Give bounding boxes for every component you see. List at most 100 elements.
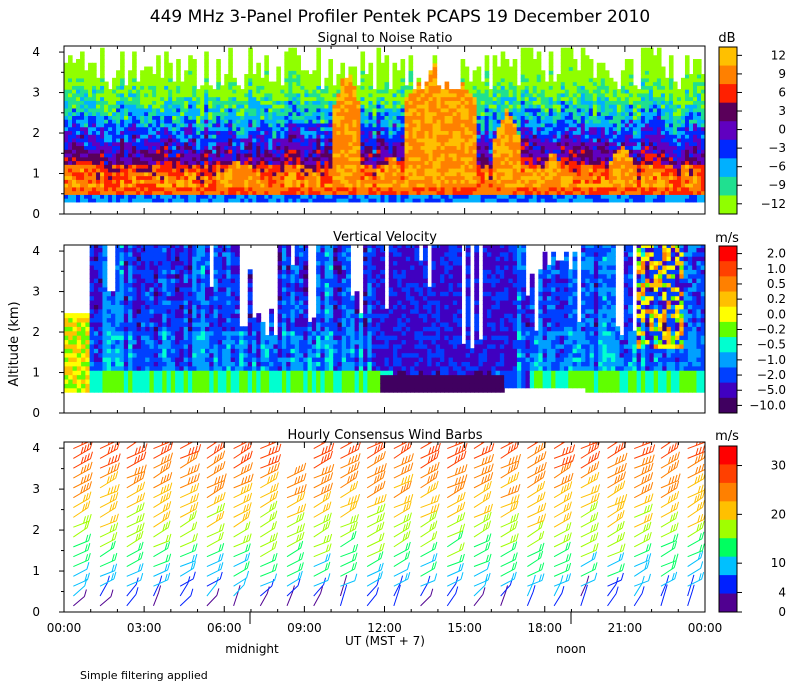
snr-cell bbox=[624, 92, 630, 98]
snr-cell bbox=[496, 149, 502, 154]
snr-cell bbox=[580, 190, 586, 195]
snr-cell bbox=[608, 194, 614, 199]
snr-cell bbox=[144, 141, 149, 147]
snr-cell bbox=[516, 190, 522, 195]
snr-cell bbox=[428, 126, 434, 132]
snr-cell bbox=[624, 126, 630, 132]
snr-cell bbox=[452, 186, 458, 192]
snr-cell bbox=[360, 115, 366, 120]
snr-cell bbox=[568, 47, 574, 53]
snr-cell bbox=[264, 156, 269, 162]
snr-cell bbox=[288, 179, 293, 184]
snr-cell bbox=[524, 104, 530, 109]
snr-cell bbox=[292, 59, 297, 64]
snr-cell bbox=[256, 183, 261, 188]
snr-cell bbox=[164, 96, 169, 101]
snr-cell bbox=[64, 164, 69, 169]
snr-cell bbox=[88, 156, 93, 162]
snr-cell bbox=[436, 198, 442, 203]
snr-cell bbox=[468, 126, 474, 132]
snr-cell bbox=[104, 92, 109, 98]
snr-cell bbox=[580, 130, 586, 135]
snr-cell bbox=[236, 126, 241, 132]
snr-cell bbox=[68, 171, 73, 177]
snr-cell bbox=[72, 137, 77, 143]
snr-cell bbox=[504, 100, 510, 105]
snr-cell bbox=[588, 96, 594, 101]
snr-cell bbox=[252, 81, 257, 86]
snr-cell bbox=[272, 175, 277, 180]
snr-cell bbox=[524, 194, 530, 199]
snr-cell bbox=[176, 81, 181, 86]
snr-cell bbox=[296, 175, 301, 180]
snr-cell bbox=[216, 171, 221, 177]
snr-cell bbox=[508, 77, 514, 83]
snr-cell bbox=[560, 89, 566, 94]
snr-cell bbox=[428, 141, 434, 147]
snr-cell bbox=[560, 62, 566, 68]
snr-cell bbox=[260, 134, 265, 139]
snr-cell bbox=[296, 152, 301, 158]
snr-cell bbox=[492, 119, 498, 124]
snr-cell bbox=[608, 92, 614, 98]
snr-cell bbox=[148, 198, 153, 203]
snr-cell bbox=[500, 104, 506, 109]
snr-cell bbox=[408, 59, 414, 64]
snr-cell bbox=[312, 152, 317, 158]
snr-cell bbox=[124, 104, 129, 109]
snr-cell bbox=[480, 183, 486, 188]
snr-cell bbox=[236, 156, 241, 162]
snr-cell bbox=[120, 186, 125, 192]
snr-cell bbox=[480, 107, 486, 113]
snr-cell bbox=[188, 92, 193, 98]
snr-cell bbox=[516, 100, 522, 105]
snr-cell bbox=[416, 149, 422, 154]
snr-cell bbox=[536, 152, 542, 158]
snr-cell bbox=[64, 107, 69, 113]
snr-cell bbox=[168, 194, 173, 199]
snr-cell bbox=[464, 74, 470, 79]
snr-cell bbox=[320, 119, 326, 124]
snr-cell bbox=[564, 171, 570, 177]
snr-cell bbox=[584, 149, 590, 154]
snr-cell bbox=[432, 156, 438, 162]
snr-cell bbox=[188, 141, 193, 147]
snr-cell bbox=[264, 160, 269, 165]
snr-cell bbox=[608, 145, 614, 150]
snr-cell bbox=[196, 160, 201, 165]
snr-cell bbox=[344, 85, 350, 90]
snr-cell bbox=[292, 160, 297, 165]
snr-cell bbox=[124, 130, 129, 135]
snr-cell bbox=[528, 134, 534, 139]
snr-cell bbox=[496, 70, 502, 75]
snr-cell bbox=[368, 164, 374, 169]
snr-cell bbox=[152, 149, 157, 154]
snr-cell bbox=[84, 122, 89, 128]
snr-cell bbox=[612, 190, 618, 195]
snr-cell bbox=[576, 107, 582, 113]
snr-cell bbox=[124, 145, 129, 150]
snr-cell bbox=[336, 100, 342, 105]
snr-cell bbox=[100, 59, 105, 64]
snr-cell bbox=[248, 122, 253, 128]
snr-cell bbox=[460, 122, 466, 128]
snr-cell bbox=[308, 164, 313, 169]
snr-cell bbox=[500, 115, 506, 120]
snr-cell bbox=[524, 51, 530, 56]
snr-cell bbox=[132, 119, 137, 124]
snr-cell bbox=[288, 134, 293, 139]
snr-cell bbox=[380, 175, 386, 180]
snr-cell bbox=[532, 183, 538, 188]
snr-cell bbox=[176, 92, 181, 98]
snr-cell bbox=[268, 119, 273, 124]
snr-cell bbox=[436, 175, 442, 180]
snr-cell bbox=[588, 137, 594, 143]
snr-cell bbox=[528, 190, 534, 195]
snr-cell bbox=[192, 122, 197, 128]
snr-cell bbox=[544, 198, 550, 203]
snr-cell bbox=[304, 107, 309, 113]
snr-cell bbox=[188, 168, 193, 173]
snr-cell bbox=[520, 145, 526, 150]
snr-cell bbox=[492, 164, 498, 169]
snr-cell bbox=[324, 85, 330, 90]
